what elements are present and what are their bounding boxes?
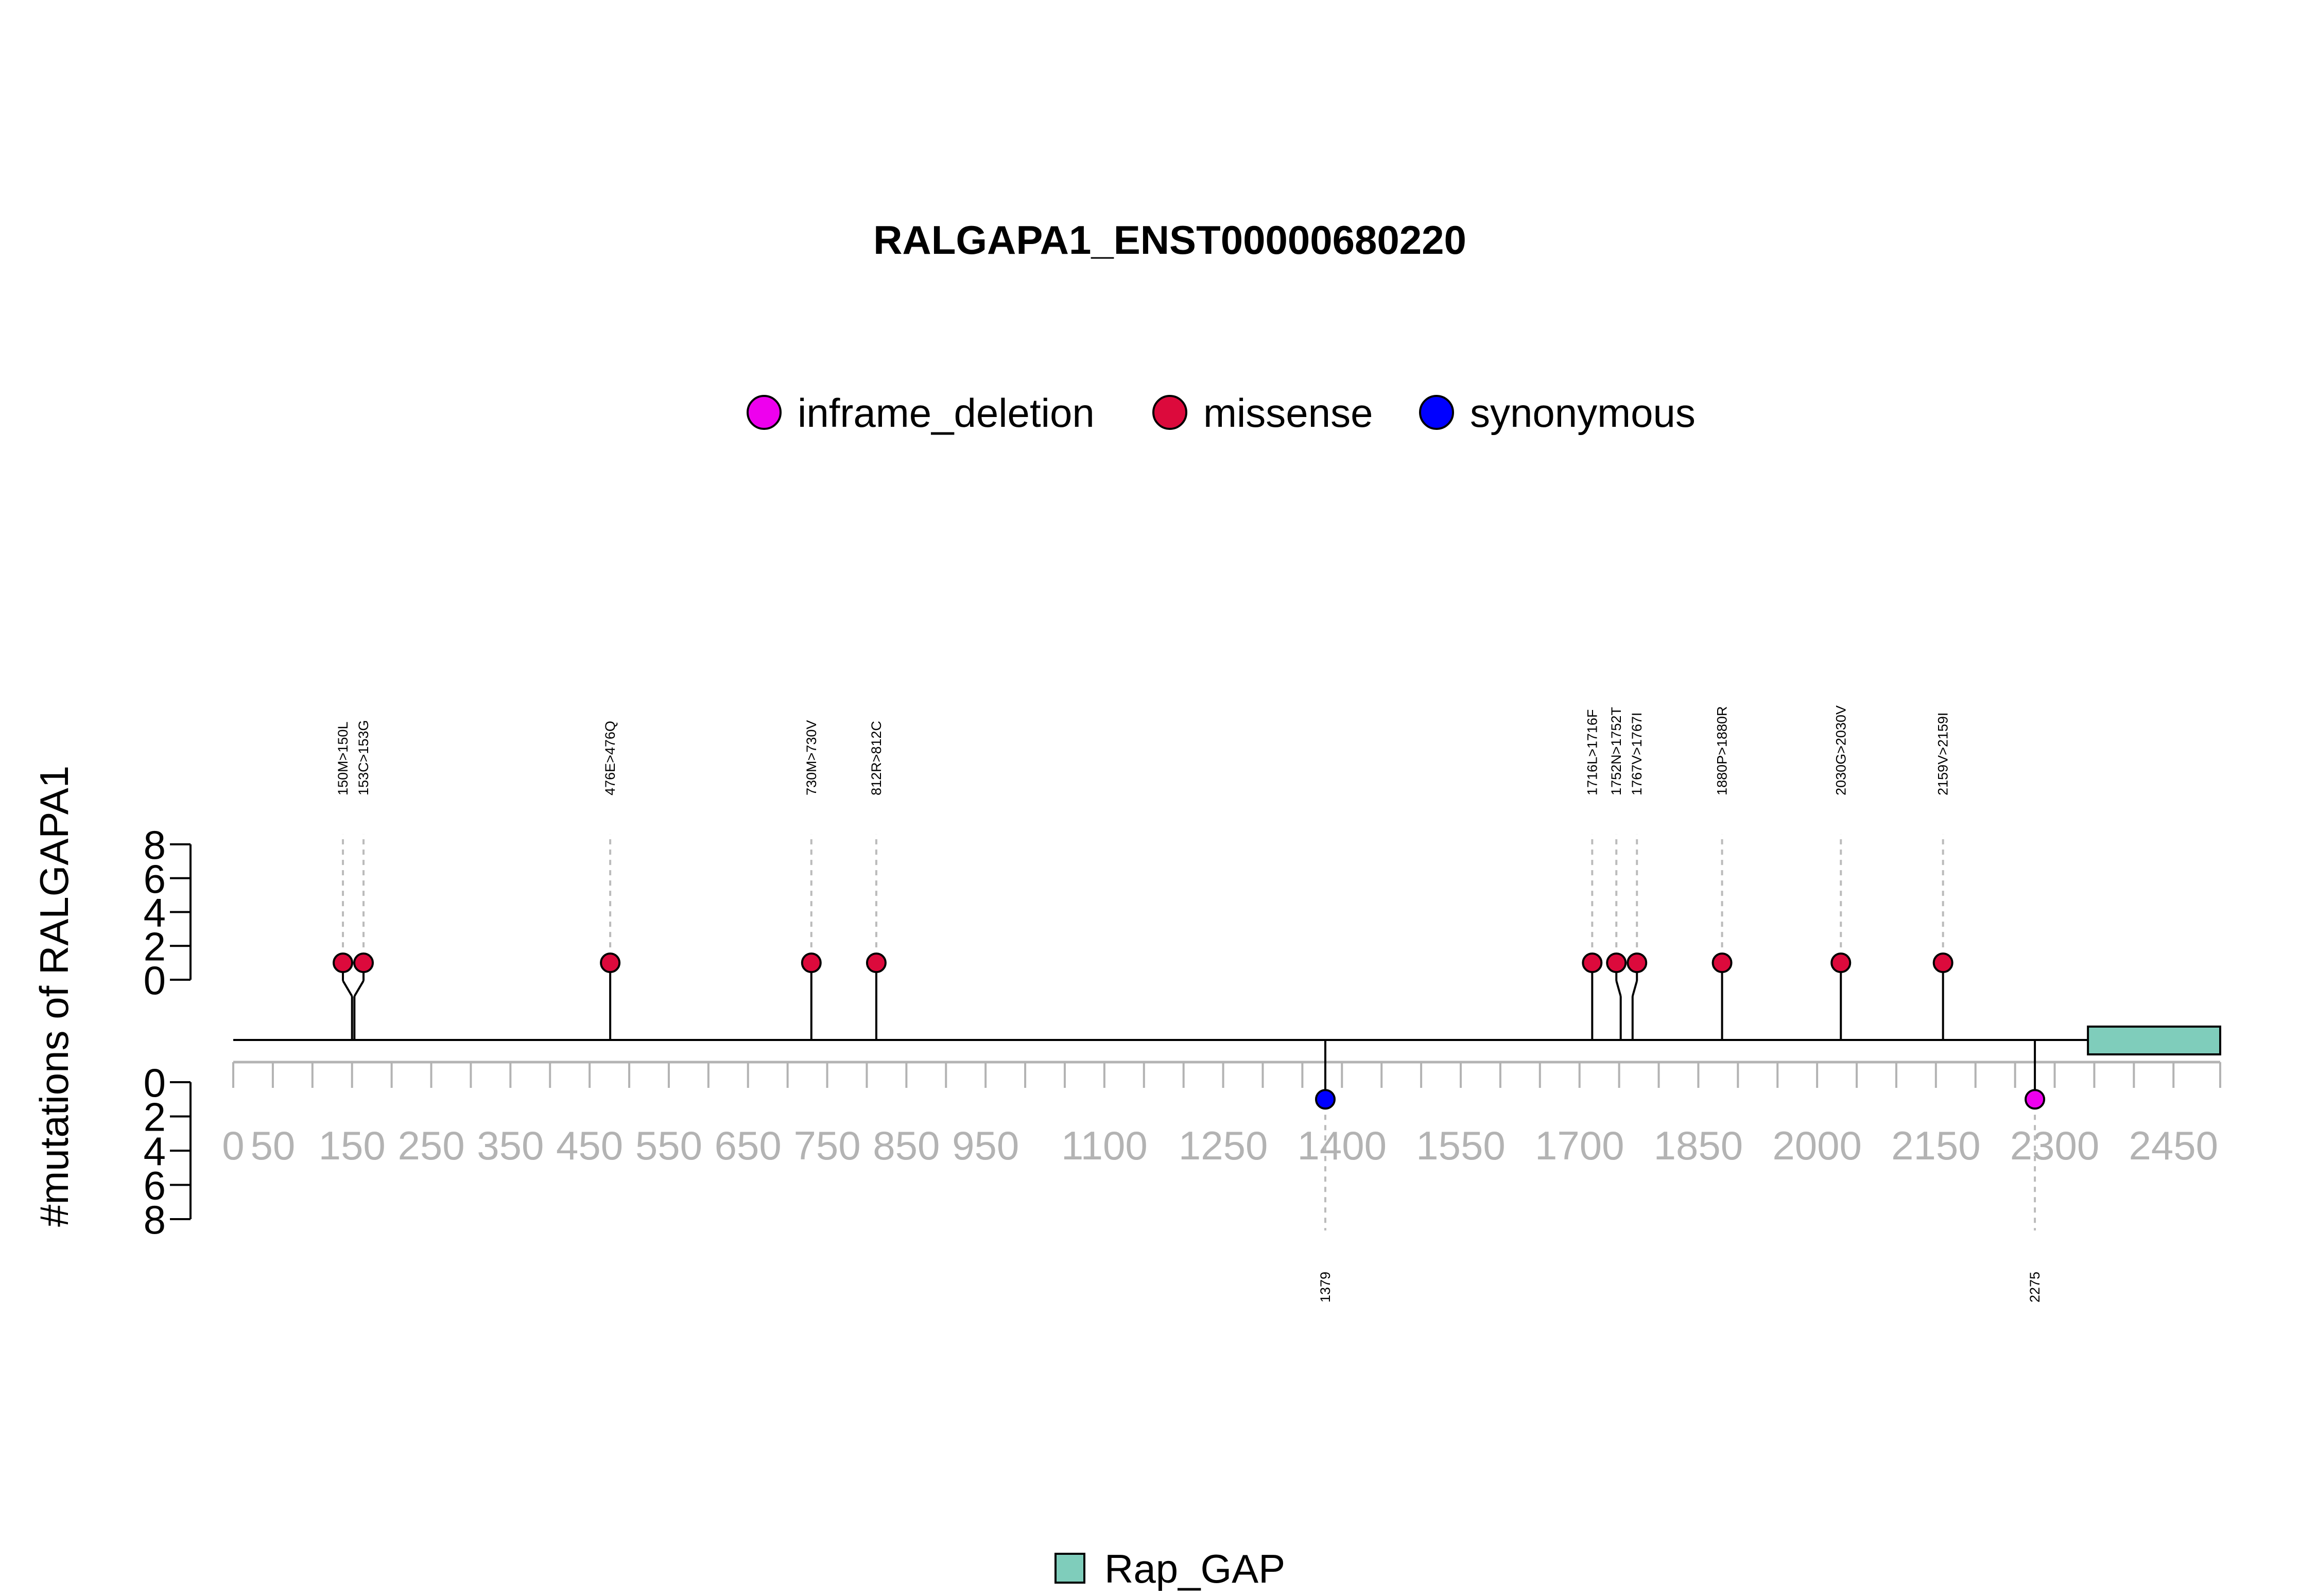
mutation-label-1752: 1752N>1752T [1609,707,1624,795]
mutation-label-1880: 1880P>1880R [1715,706,1730,795]
mutation-label-1716: 1716L>1716F [1584,709,1600,795]
y-axis-label: #mutations of RALGAPA1 [31,766,77,1227]
y-tick-label-top-2: 2 [144,924,166,969]
mutation-label-1767: 1767V>1767I [1629,713,1645,795]
x-tick-label-650: 650 [715,1123,782,1168]
lollipop-head-812 [866,952,887,974]
x-tick-label-2000: 2000 [1772,1123,1862,1168]
lollipop-head-2030 [1830,952,1852,974]
legend-marker-missense [1152,395,1187,430]
y-tick-label-bottom-0: 0 [144,1060,166,1105]
stem-connector-1767 [1631,980,1638,997]
x-tick-label-1700: 1700 [1535,1123,1624,1168]
y-tick-label-bottom-8: 8 [144,1197,166,1242]
lollipop-head-150 [333,952,354,974]
y-tick-label-bottom-6: 6 [144,1163,166,1208]
legend-label-missense: missense [1203,390,1373,436]
domain-track [2087,1026,2222,1055]
stem-connector-150 [342,980,353,997]
x-tick-label-1850: 1850 [1654,1123,1743,1168]
x-tick-label-150: 150 [319,1123,386,1168]
y-tick-label-top-0: 0 [144,958,166,1003]
legend-label-inframe_deletion: inframe_deletion [798,390,1095,436]
lollipop-head-1767 [1627,952,1648,974]
x-tick-label-1100: 1100 [1061,1123,1148,1168]
legend: inframe_deletion missense synonymous [747,390,1696,436]
top-mutations: 150M>150L 153C>153G 476E>476Q 730M>730V 812R… [333,705,1953,1040]
lollipop-head-153 [353,952,374,974]
mutation-label-2030: 2030G>2030V [1833,705,1848,795]
lollipop-head-2159 [1932,952,1953,974]
lollipop-head-730 [801,952,822,974]
stem-connector-153 [353,980,365,997]
legend-marker-synonymous [1419,395,1454,430]
bottom-mutations: 1379 2275 [1315,1040,2046,1303]
x-tick-label-350: 350 [477,1123,544,1168]
lollipop-head-bottom-2275 [2025,1089,2046,1110]
lollipop-head-1716 [1582,952,1603,974]
lollipop-head-bottom-1379 [1315,1089,1336,1110]
chart-title: RALGAPA1_ENST00000680220 [873,217,1466,263]
x-tick-label-2300: 2300 [2010,1123,2100,1168]
mutation-label-2159: 2159V>2159I [1935,713,1951,795]
x-tick-label-950: 950 [952,1123,1019,1168]
x-tick-label-850: 850 [873,1123,940,1168]
y-tick-label-top-8: 8 [144,822,166,868]
lollipop-head-1880 [1711,952,1733,974]
x-tick-label-750: 750 [793,1123,860,1168]
mutation-label-153: 153C>153G [356,720,371,795]
x-tick-label-0: 0 [222,1123,244,1168]
lollipop-head-1752 [1606,952,1627,974]
x-tick-label-50: 50 [251,1123,296,1168]
stem-connector-1752 [1615,980,1622,997]
x-tick-label-2150: 2150 [1891,1123,1981,1168]
x-tick-label-1400: 1400 [1298,1123,1387,1168]
mutation-label-150: 150M>150L [335,722,351,795]
x-axis: 0 50 150 250 350 450 550 650 750 850 950 1100 1250 14… [222,1061,2221,1168]
x-tick-label-2450: 2450 [2129,1123,2218,1168]
domain-legend: Rap_GAP [1054,1546,1285,1591]
x-tick-label-1250: 1250 [1179,1123,1268,1168]
y-tick-label-bottom-4: 4 [144,1129,166,1174]
mutation-label-730: 730M>730V [804,720,819,795]
x-tick-label-550: 550 [635,1123,702,1168]
y-tick-label-bottom-2: 2 [144,1095,166,1140]
mutation-label-476: 476E>476Q [602,721,618,795]
x-tick-label-450: 450 [556,1123,623,1168]
lollipop-head-476 [600,952,621,974]
domain-Rap_GAP [2087,1026,2222,1055]
y-tick-label-top-4: 4 [144,890,166,935]
y-tick-label-top-6: 6 [144,856,166,901]
x-tick-label-250: 250 [397,1123,464,1168]
domain-legend-swatch-Rap_GAP [1054,1553,1085,1584]
mutation-label-bottom-1379: 1379 [1318,1272,1333,1303]
x-tick-label-1550: 1550 [1416,1123,1506,1168]
legend-marker-inframe_deletion [747,395,782,430]
mutation-label-bottom-2275: 2275 [2027,1272,2043,1303]
domain-legend-label-Rap_GAP: Rap_GAP [1104,1546,1285,1591]
mutation-label-812: 812R>812C [869,721,884,795]
legend-label-synonymous: synonymous [1470,390,1696,436]
